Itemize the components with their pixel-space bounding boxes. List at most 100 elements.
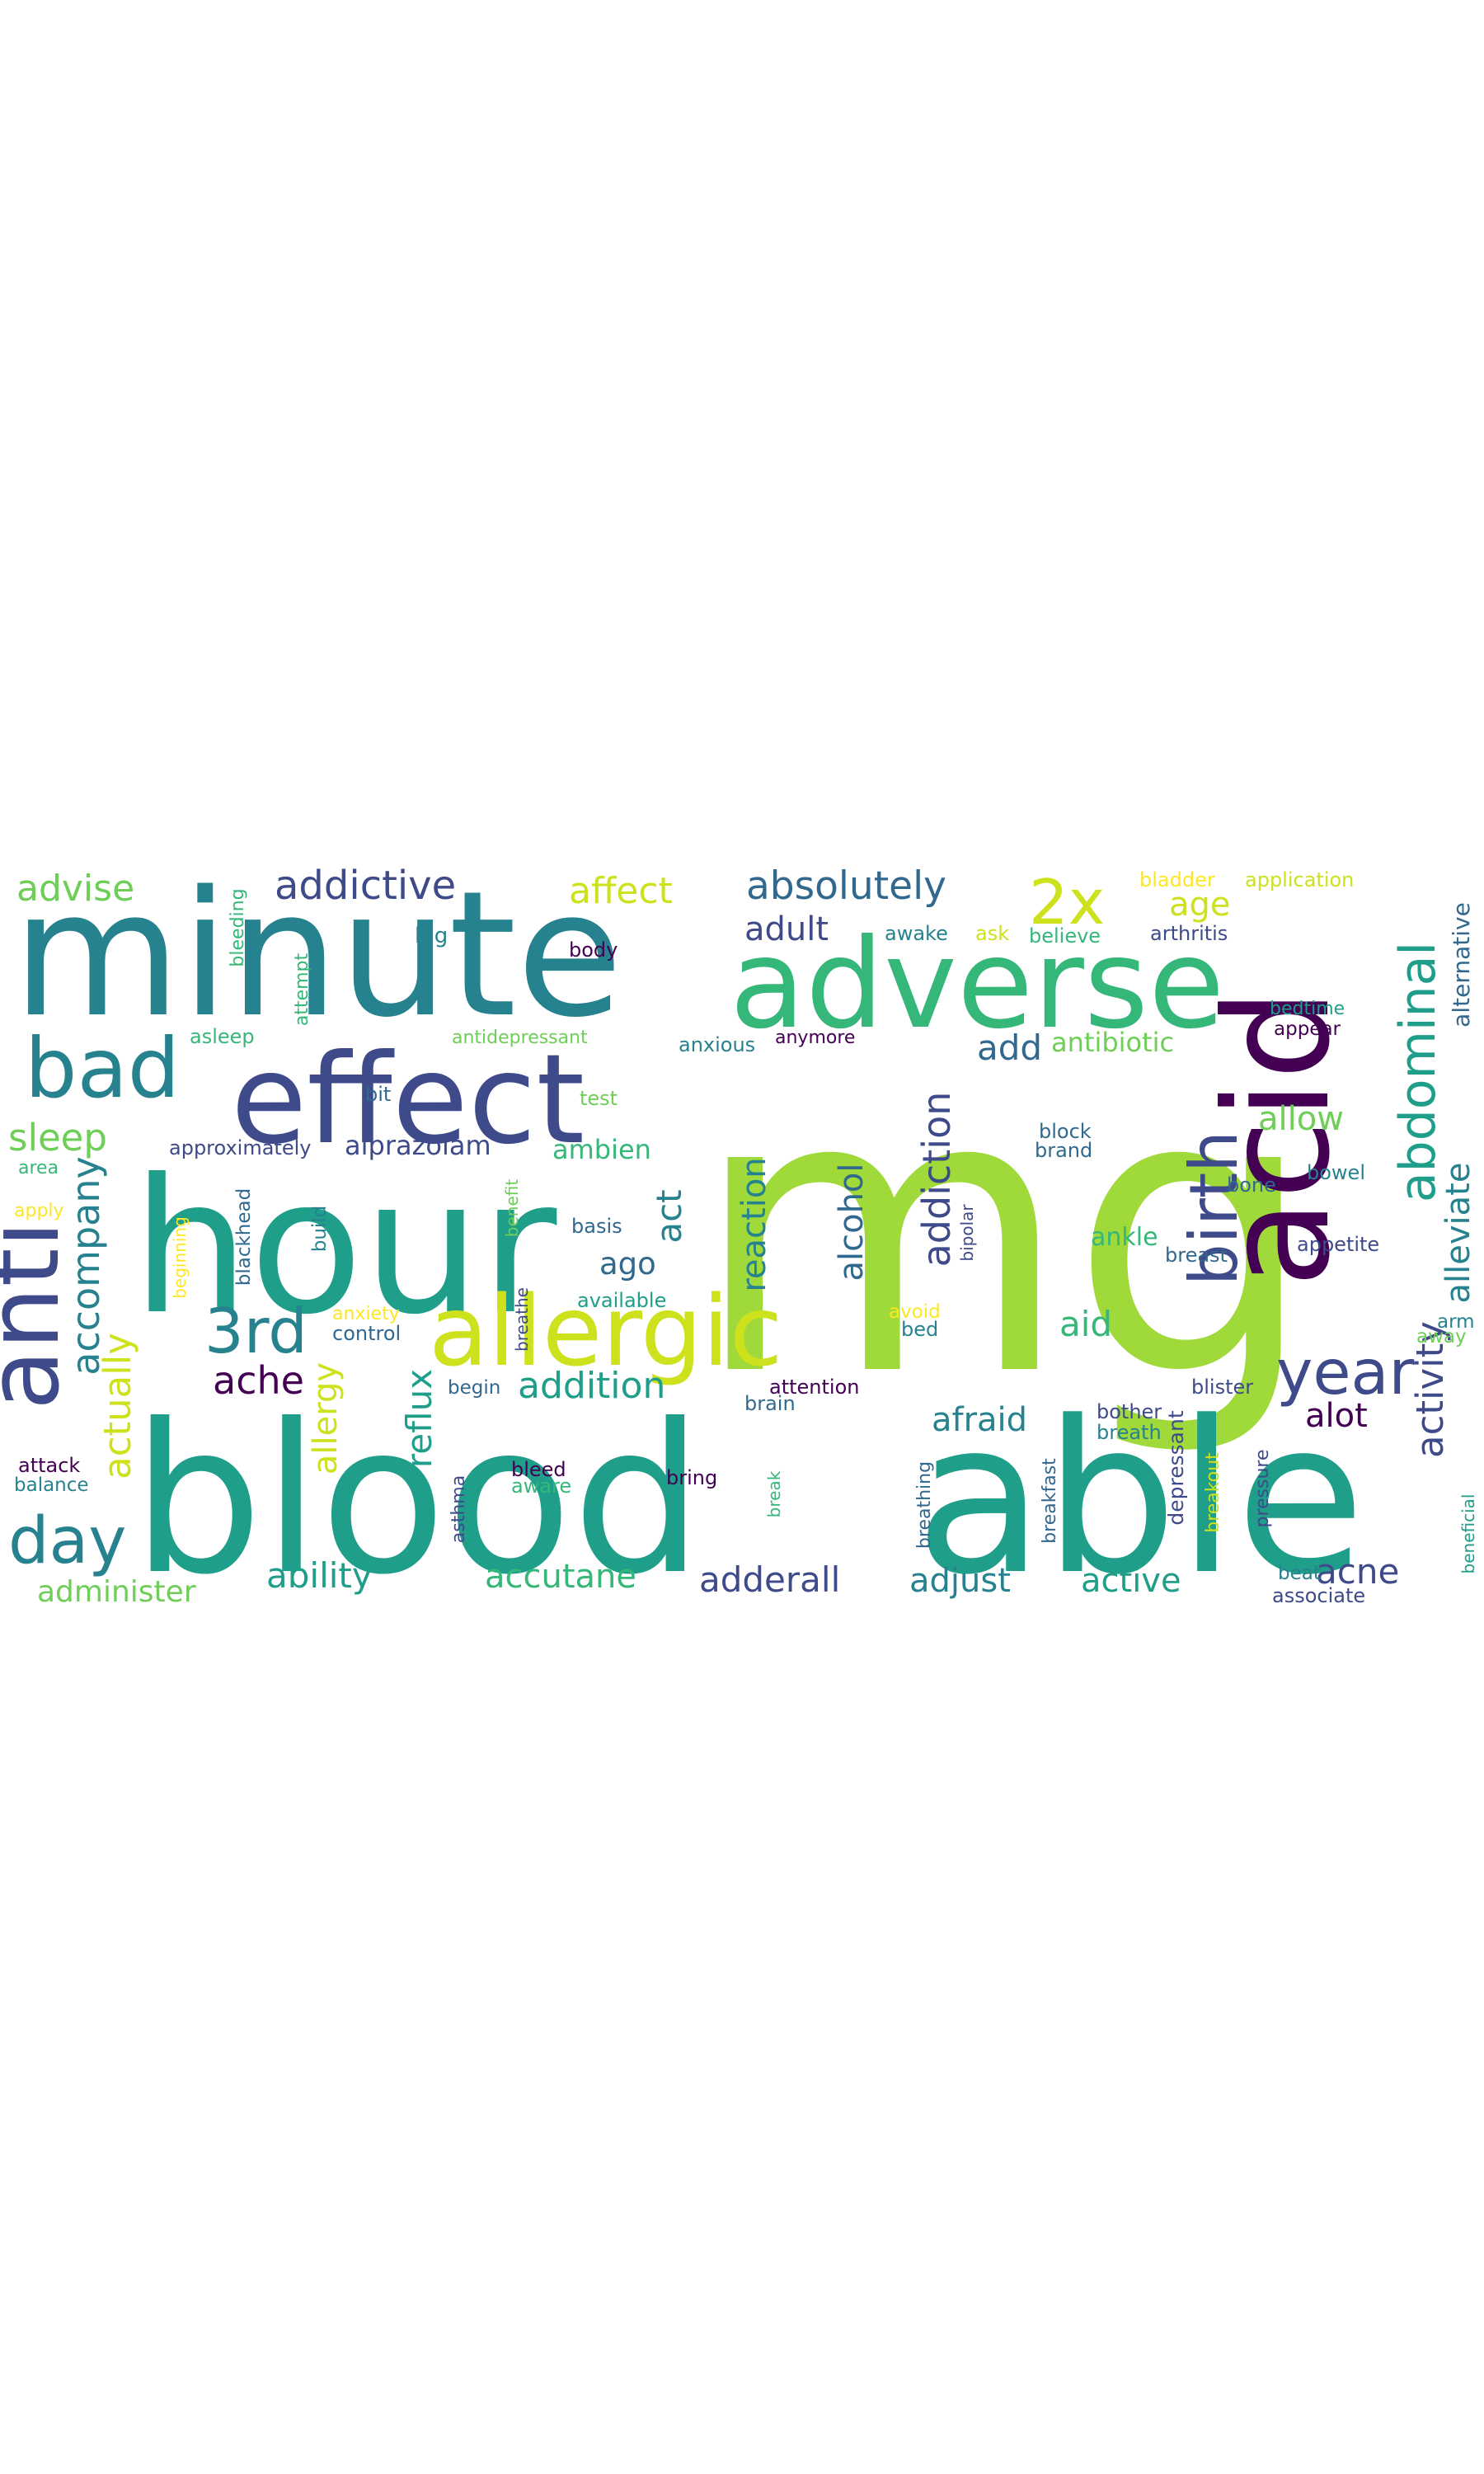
word-actually: actually xyxy=(96,1333,139,1479)
word-bladder: bladder xyxy=(1139,868,1215,891)
word-asthma: asthma xyxy=(448,1475,469,1543)
word-big: big xyxy=(415,924,448,948)
word-adult: adult xyxy=(744,910,829,948)
word-associate: associate xyxy=(1272,1584,1365,1607)
word-adverse: adverse xyxy=(730,913,1224,1056)
word-build: build xyxy=(309,1206,331,1253)
word-birth: birth xyxy=(1176,1131,1252,1286)
word-application: application xyxy=(1245,868,1354,891)
word-anymore: anymore xyxy=(775,1028,855,1048)
word-bit: bit xyxy=(365,1083,391,1106)
word-body: body xyxy=(569,938,618,962)
word-allergy: allergy xyxy=(307,1362,345,1475)
word-breakout: breakout xyxy=(1203,1452,1223,1533)
word-blackhead: blackhead xyxy=(233,1188,255,1286)
word-beginning: beginning xyxy=(170,1216,190,1299)
word-beat: beat xyxy=(1278,1563,1321,1584)
word-avoid: avoid xyxy=(889,1301,941,1323)
word-break: break xyxy=(764,1470,784,1517)
word-ago: ago xyxy=(599,1246,656,1282)
word-ache: ache xyxy=(213,1358,304,1403)
word-test: test xyxy=(580,1087,618,1110)
word-asleep: asleep xyxy=(190,1025,255,1048)
word-bother: bother xyxy=(1097,1400,1162,1423)
word-bowel: bowel xyxy=(1307,1161,1365,1184)
word-age: age xyxy=(1169,886,1231,924)
word-activity: activity xyxy=(1408,1321,1452,1458)
word-ankle: ankle xyxy=(1091,1223,1158,1252)
word-alcohol: alcohol xyxy=(833,1163,871,1281)
word-block: block xyxy=(1039,1120,1092,1143)
word-ask: ask xyxy=(975,922,1009,945)
word-affect: affect xyxy=(569,870,673,912)
word-breast: breast xyxy=(1165,1244,1228,1267)
word-aware: aware xyxy=(511,1475,571,1498)
word-day: day xyxy=(8,1504,126,1578)
word-alprazolam: alprazolam xyxy=(345,1130,491,1161)
word-3rd: 3rd xyxy=(204,1295,308,1367)
word-beneficial: beneficial xyxy=(1458,1494,1478,1574)
word-bleeding: bleeding xyxy=(228,888,248,967)
word-able: able xyxy=(915,1376,1365,1621)
word-alternative: alternative xyxy=(1448,902,1475,1028)
word-allow: allow xyxy=(1258,1100,1344,1138)
word-sleep: sleep xyxy=(8,1116,107,1159)
word-basis: basis xyxy=(571,1215,622,1238)
word-begin: begin xyxy=(448,1377,500,1399)
word-bleed: bleed xyxy=(511,1458,566,1481)
word-apply: apply xyxy=(14,1201,64,1221)
word-appear: appear xyxy=(1274,1018,1341,1040)
word-abdominal: abdominal xyxy=(1389,942,1447,1202)
word-benefit: benefit xyxy=(502,1179,522,1238)
word-attempt: attempt xyxy=(292,952,312,1026)
word-absolutely: absolutely xyxy=(746,863,946,909)
word-arthritis: arthritis xyxy=(1150,922,1228,945)
word-allergic: allergic xyxy=(429,1274,782,1388)
word-breathing: breathing xyxy=(914,1461,935,1549)
word-act: act xyxy=(649,1189,689,1243)
word-year: year xyxy=(1276,1336,1414,1409)
word-antidepressant: antidepressant xyxy=(452,1028,588,1048)
word-brand: brand xyxy=(1035,1139,1092,1162)
word-approximately: approximately xyxy=(169,1136,311,1159)
word-addictive: addictive xyxy=(275,863,456,909)
word-brain: brain xyxy=(744,1392,796,1415)
word-afraid: afraid xyxy=(932,1401,1027,1439)
word-effect: effect xyxy=(231,1028,585,1172)
word-believe: believe xyxy=(1029,924,1101,948)
word-bring: bring xyxy=(666,1466,717,1489)
word-control: control xyxy=(332,1322,401,1345)
word-acne: acne xyxy=(1316,1551,1399,1592)
word-administer: administer xyxy=(37,1575,196,1609)
word-accompany: accompany xyxy=(63,1156,108,1376)
word-bipolar: bipolar xyxy=(957,1204,977,1262)
word-aid: aid xyxy=(1059,1304,1112,1344)
word-acid: acid xyxy=(1195,988,1362,1287)
word-addiction: addiction xyxy=(914,1092,959,1268)
word-anti: anti xyxy=(0,1221,82,1410)
word-alleviate: alleviate xyxy=(1439,1163,1477,1304)
word-bedtime: bedtime xyxy=(1270,999,1345,1019)
word-ability: ability xyxy=(266,1555,373,1596)
word-breath: breath xyxy=(1097,1421,1162,1444)
word-anxiety: anxiety xyxy=(332,1304,400,1324)
word-away: away xyxy=(1416,1326,1467,1348)
word-reflux: reflux xyxy=(399,1369,439,1468)
word-breathe: breathe xyxy=(512,1287,532,1352)
word-depressant: depressant xyxy=(1164,1410,1188,1525)
word-minute: minute xyxy=(12,854,623,1056)
word-balance: balance xyxy=(14,1475,89,1496)
word-blister: blister xyxy=(1191,1376,1253,1399)
word-adjust: adjust xyxy=(909,1562,1011,1600)
word-arm: arm xyxy=(1437,1311,1475,1333)
word-reaction: reaction xyxy=(735,1157,773,1291)
word-alot: alot xyxy=(1305,1397,1368,1435)
word-available: available xyxy=(577,1289,666,1312)
word-breakfast: breakfast xyxy=(1040,1458,1060,1544)
word-ambien: ambien xyxy=(552,1134,651,1165)
word-attention: attention xyxy=(769,1376,859,1399)
word-active: active xyxy=(1081,1562,1181,1600)
word-appetite: appetite xyxy=(1297,1233,1379,1256)
